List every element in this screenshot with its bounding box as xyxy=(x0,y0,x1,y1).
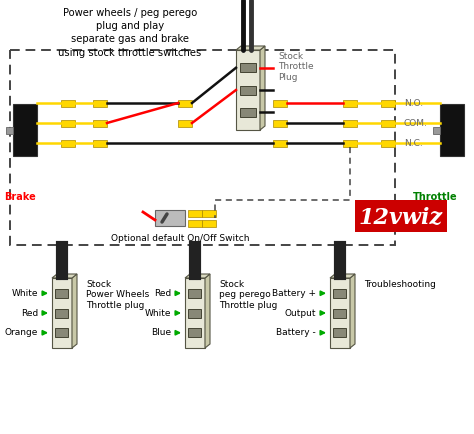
Bar xyxy=(188,210,202,217)
Text: Throttle: Throttle xyxy=(413,192,458,202)
Text: Stock
Throttle
Plug: Stock Throttle Plug xyxy=(278,52,314,82)
Bar xyxy=(334,289,346,298)
Bar xyxy=(273,139,287,147)
Text: COM.: COM. xyxy=(404,119,428,128)
Bar xyxy=(334,328,346,337)
Bar xyxy=(188,220,202,227)
Text: Red: Red xyxy=(154,289,171,298)
Bar xyxy=(240,63,256,72)
Bar xyxy=(61,99,75,106)
Text: Orange: Orange xyxy=(5,328,38,337)
Text: Battery +: Battery + xyxy=(272,289,316,298)
Bar xyxy=(202,210,216,217)
Polygon shape xyxy=(236,46,265,50)
Polygon shape xyxy=(260,46,265,130)
Text: Troubleshooting: Troubleshooting xyxy=(364,280,436,289)
Bar xyxy=(355,200,447,232)
Polygon shape xyxy=(350,274,355,348)
Polygon shape xyxy=(72,274,77,348)
Bar xyxy=(240,85,256,95)
Bar xyxy=(55,328,69,337)
Text: White: White xyxy=(11,289,38,298)
Bar xyxy=(93,119,107,126)
Bar xyxy=(61,119,75,126)
Bar xyxy=(55,309,69,318)
Text: Battery -: Battery - xyxy=(276,328,316,337)
Text: Red: Red xyxy=(21,309,38,318)
Bar xyxy=(155,210,185,226)
Bar xyxy=(202,220,216,227)
Polygon shape xyxy=(330,274,355,278)
Bar xyxy=(240,108,256,117)
Bar xyxy=(10,50,395,245)
Text: White: White xyxy=(145,309,171,318)
Text: Optional default On/Off Switch: Optional default On/Off Switch xyxy=(111,234,249,243)
Bar xyxy=(6,126,13,134)
Bar xyxy=(189,309,201,318)
Bar xyxy=(52,278,72,348)
Text: N.O.: N.O. xyxy=(404,99,423,108)
Bar xyxy=(440,104,464,156)
Bar xyxy=(381,139,395,147)
Bar xyxy=(189,289,201,298)
Polygon shape xyxy=(205,274,210,348)
Bar xyxy=(236,50,260,130)
Bar xyxy=(381,119,395,126)
Bar xyxy=(273,119,287,126)
Bar xyxy=(330,278,350,348)
Bar xyxy=(185,278,205,348)
Bar xyxy=(55,289,69,298)
Bar xyxy=(334,309,346,318)
Bar xyxy=(178,99,192,106)
Bar xyxy=(178,119,192,126)
Polygon shape xyxy=(185,274,210,278)
Text: N.C.: N.C. xyxy=(404,139,423,148)
Polygon shape xyxy=(52,274,77,278)
Text: Output: Output xyxy=(284,309,316,318)
Bar xyxy=(93,99,107,106)
Text: Stock
Power Wheels
Throttle plug: Stock Power Wheels Throttle plug xyxy=(86,280,149,310)
Text: Blue: Blue xyxy=(151,328,171,337)
Bar xyxy=(273,99,287,106)
Bar xyxy=(381,99,395,106)
Bar xyxy=(433,126,440,134)
Text: Stock
peg perego
Throttle plug: Stock peg perego Throttle plug xyxy=(219,280,277,310)
Bar xyxy=(61,139,75,147)
Text: 12vwiz: 12vwiz xyxy=(359,206,443,228)
Bar xyxy=(189,328,201,337)
Bar xyxy=(93,139,107,147)
Text: Power wheels / peg perego
plug and play
separate gas and brake
using stock throt: Power wheels / peg perego plug and play … xyxy=(58,8,201,58)
Bar xyxy=(13,104,37,156)
Bar xyxy=(343,99,357,106)
Text: Brake: Brake xyxy=(4,192,36,202)
Bar xyxy=(343,139,357,147)
Bar xyxy=(343,119,357,126)
